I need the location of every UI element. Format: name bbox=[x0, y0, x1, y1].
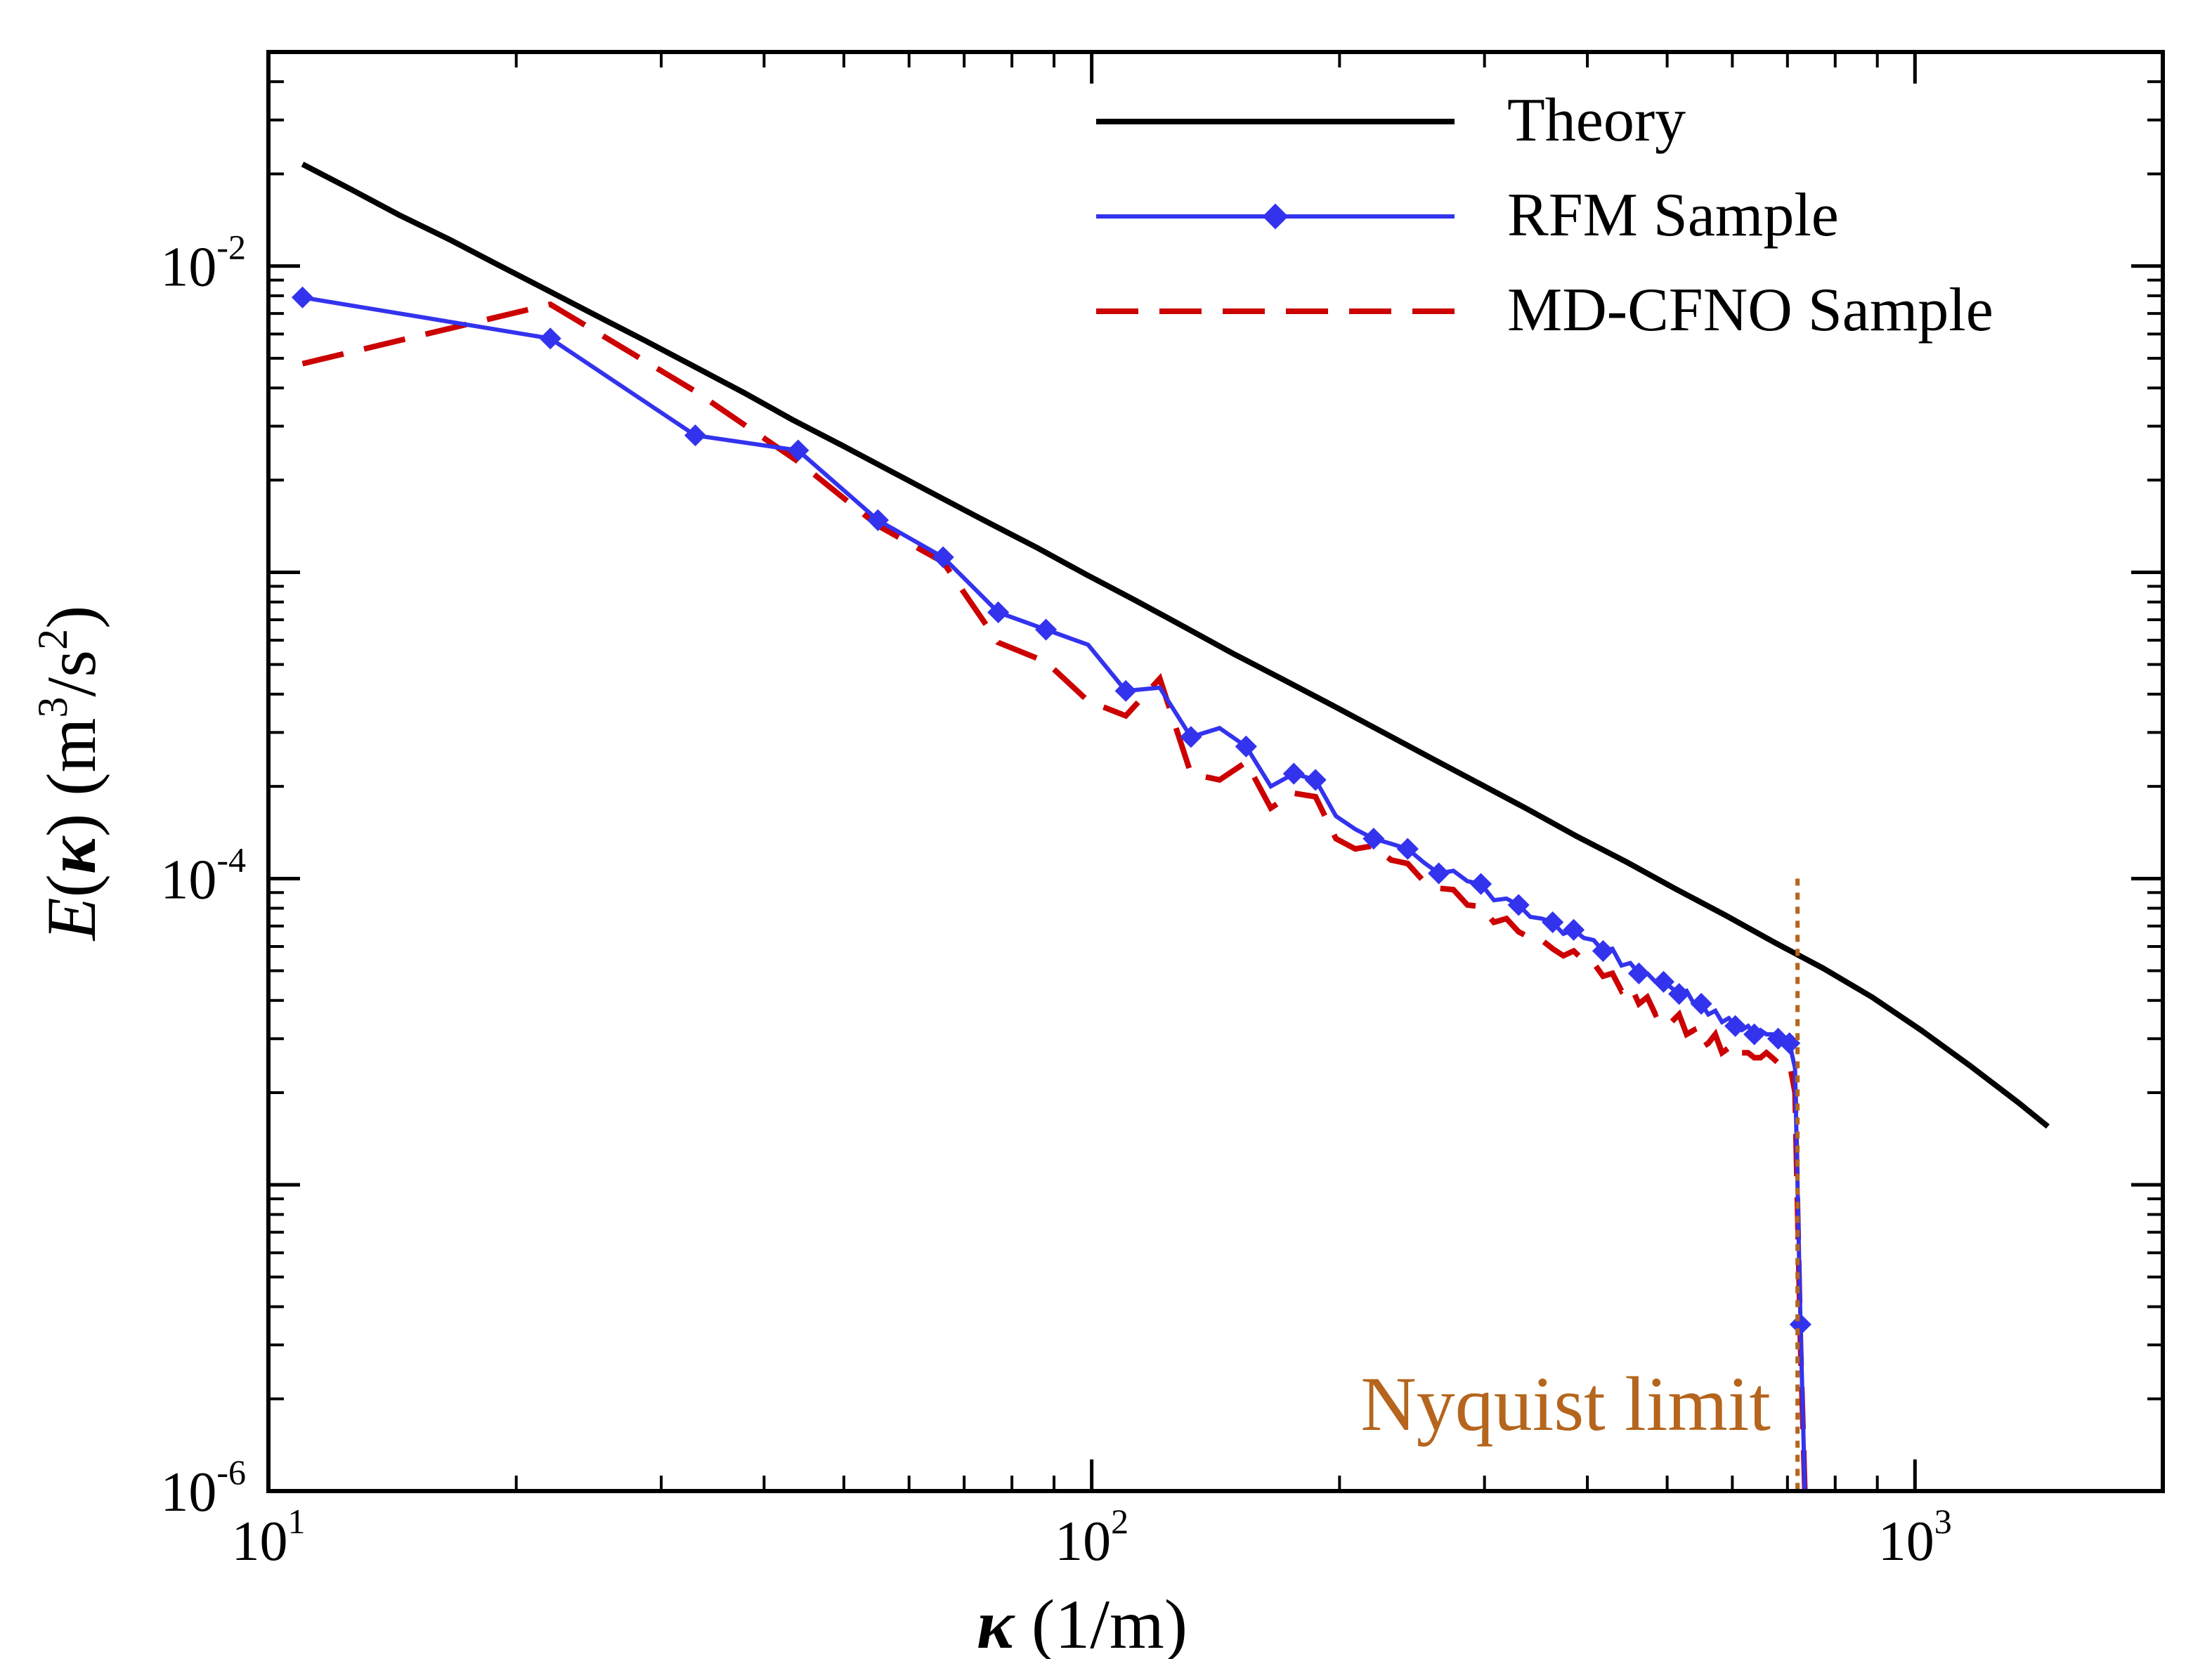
plot-area bbox=[291, 162, 2050, 1492]
series-line-theory bbox=[301, 162, 2050, 1129]
rfm-marker bbox=[1652, 970, 1675, 993]
rfm-marker bbox=[1304, 769, 1327, 791]
legend-marker-rfm bbox=[1262, 203, 1289, 230]
rfm-marker bbox=[1396, 838, 1419, 860]
rfm-marker bbox=[1507, 894, 1530, 916]
legend-label-md-cfno: MD-CFNO Sample bbox=[1507, 276, 1993, 344]
legend-label-theory: Theory bbox=[1507, 86, 1686, 155]
y-axis-title: E(κ)(m3/s2) bbox=[30, 606, 110, 942]
y-tick-labels: 10-6 10-4 10-2 bbox=[160, 228, 246, 1523]
rfm-marker bbox=[1563, 918, 1585, 941]
rfm-marker bbox=[1542, 911, 1564, 934]
y-tick-label: 10-6 bbox=[160, 1452, 246, 1523]
rfm-marker bbox=[1743, 1023, 1766, 1046]
rfm-marker bbox=[1235, 735, 1257, 757]
plot-frame bbox=[266, 50, 2165, 1493]
rfm-marker bbox=[1592, 939, 1615, 962]
rfm-marker bbox=[1690, 992, 1712, 1015]
x-tick-label: 101 bbox=[232, 1502, 306, 1573]
series-line-md-cfno bbox=[301, 301, 1808, 1492]
minor-ticks bbox=[268, 52, 2163, 1491]
rfm-marker bbox=[1668, 982, 1691, 1006]
rfm-marker bbox=[291, 286, 314, 308]
rfm-marker bbox=[1282, 762, 1305, 785]
legend-label-rfm: RFM Sample bbox=[1507, 181, 1839, 249]
rfm-marker bbox=[539, 327, 561, 350]
rfm-marker bbox=[1428, 862, 1450, 885]
x-axis-title: κ (1/m) bbox=[977, 1585, 1188, 1659]
y-tick-label: 10-2 bbox=[160, 228, 246, 299]
legend: Theory RFM Sample MD-CFNO Sample bbox=[1096, 86, 1993, 344]
rfm-marker bbox=[1789, 1313, 1811, 1336]
nyquist-limit-label: Nyquist limit bbox=[1360, 1361, 1771, 1447]
x-tick-labels: 101 102 103 bbox=[232, 1502, 1952, 1573]
y-tick-label: 10-4 bbox=[160, 840, 246, 911]
rfm-marker bbox=[1469, 873, 1492, 895]
rfm-marker bbox=[1724, 1015, 1747, 1037]
rfm-marker bbox=[1362, 827, 1385, 850]
x-tick-label: 102 bbox=[1055, 1502, 1128, 1573]
rfm-marker bbox=[1180, 726, 1202, 748]
rfm-marker bbox=[1778, 1032, 1801, 1055]
rfm-marker bbox=[1627, 962, 1650, 984]
x-tick-label: 103 bbox=[1878, 1502, 1952, 1573]
